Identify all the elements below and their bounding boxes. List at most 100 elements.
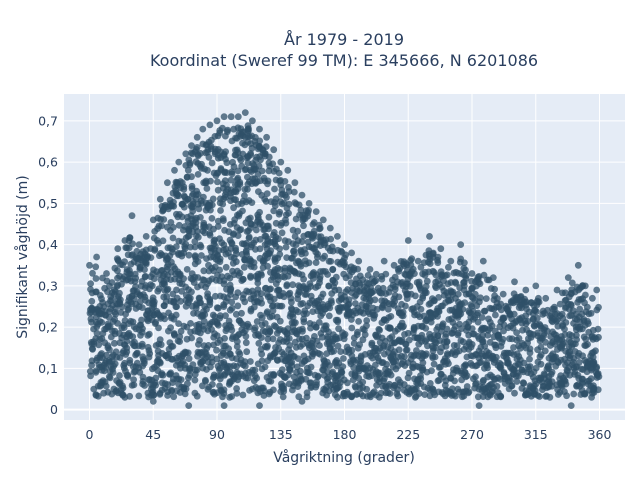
data-point	[109, 369, 117, 376]
data-point	[267, 378, 275, 385]
data-point	[366, 266, 374, 273]
data-point	[216, 266, 224, 274]
data-point	[587, 309, 595, 317]
data-point	[234, 174, 242, 182]
data-point	[240, 263, 248, 271]
data-point	[263, 343, 271, 351]
data-point	[595, 303, 602, 311]
data-point	[319, 216, 327, 224]
data-point	[511, 278, 518, 286]
data-point	[227, 113, 235, 121]
data-point	[345, 296, 353, 303]
data-point	[590, 349, 597, 356]
data-point	[526, 363, 534, 370]
data-point	[548, 368, 556, 376]
data-point	[93, 329, 101, 337]
data-point	[335, 286, 343, 294]
data-point	[595, 333, 602, 341]
data-point	[479, 257, 487, 265]
data-point	[170, 263, 177, 270]
data-point	[104, 344, 112, 352]
data-point	[145, 353, 153, 361]
data-point	[269, 307, 277, 315]
data-point	[232, 310, 240, 318]
data-point	[138, 340, 146, 348]
data-point	[411, 270, 418, 277]
data-point	[421, 338, 429, 345]
data-point	[532, 282, 540, 290]
data-point	[321, 239, 329, 247]
data-point	[355, 318, 362, 325]
data-point	[359, 378, 367, 386]
data-point	[184, 380, 191, 388]
data-point	[334, 342, 342, 350]
data-point	[449, 319, 457, 326]
data-point	[193, 392, 201, 400]
data-point	[89, 269, 96, 277]
data-point	[232, 258, 240, 266]
data-point	[87, 280, 94, 287]
data-point	[526, 355, 533, 363]
data-point	[128, 292, 136, 300]
data-point	[422, 352, 429, 359]
data-point	[537, 360, 545, 368]
data-point	[175, 221, 183, 229]
data-point	[256, 137, 264, 145]
data-point	[200, 267, 208, 275]
data-point	[375, 325, 383, 333]
data-point	[177, 297, 185, 305]
y-tick-label: 0,1	[38, 361, 58, 376]
data-point	[587, 375, 595, 382]
data-point	[562, 319, 570, 326]
data-point	[522, 286, 530, 294]
data-point	[185, 355, 193, 363]
data-point	[279, 290, 287, 297]
data-point	[374, 347, 382, 355]
data-point	[270, 295, 278, 303]
data-point	[260, 392, 268, 399]
data-point	[262, 198, 270, 205]
data-point	[103, 277, 111, 285]
data-point	[480, 307, 488, 315]
data-point	[458, 393, 466, 401]
data-point	[493, 353, 500, 361]
data-point	[443, 338, 451, 345]
data-point	[485, 327, 492, 334]
data-point	[515, 335, 523, 342]
data-point	[536, 337, 544, 345]
data-point	[101, 378, 109, 386]
data-point	[300, 275, 307, 283]
data-point	[121, 258, 128, 266]
data-point	[503, 305, 510, 312]
data-point	[428, 367, 435, 375]
data-point	[461, 299, 469, 306]
data-point	[412, 292, 419, 300]
data-point	[309, 234, 317, 242]
data-point	[219, 124, 226, 132]
data-point	[429, 250, 437, 258]
data-point	[518, 340, 526, 347]
data-point	[256, 245, 264, 253]
data-point	[125, 270, 133, 278]
data-point	[325, 312, 333, 320]
data-point	[303, 310, 310, 317]
data-point	[430, 360, 438, 368]
data-point	[474, 393, 482, 401]
data-point	[253, 318, 261, 325]
data-point	[206, 121, 214, 129]
data-point	[113, 255, 121, 262]
data-point	[189, 361, 197, 369]
data-point	[499, 290, 507, 298]
data-point	[299, 328, 306, 335]
data-point	[297, 206, 305, 214]
data-point	[188, 173, 195, 181]
data-point	[114, 267, 121, 275]
data-point	[180, 275, 188, 283]
data-point	[234, 232, 242, 240]
data-point	[331, 391, 339, 399]
data-point	[182, 150, 190, 158]
data-point	[288, 358, 296, 366]
data-point	[269, 335, 277, 343]
data-point	[312, 248, 320, 256]
data-point	[491, 285, 498, 293]
